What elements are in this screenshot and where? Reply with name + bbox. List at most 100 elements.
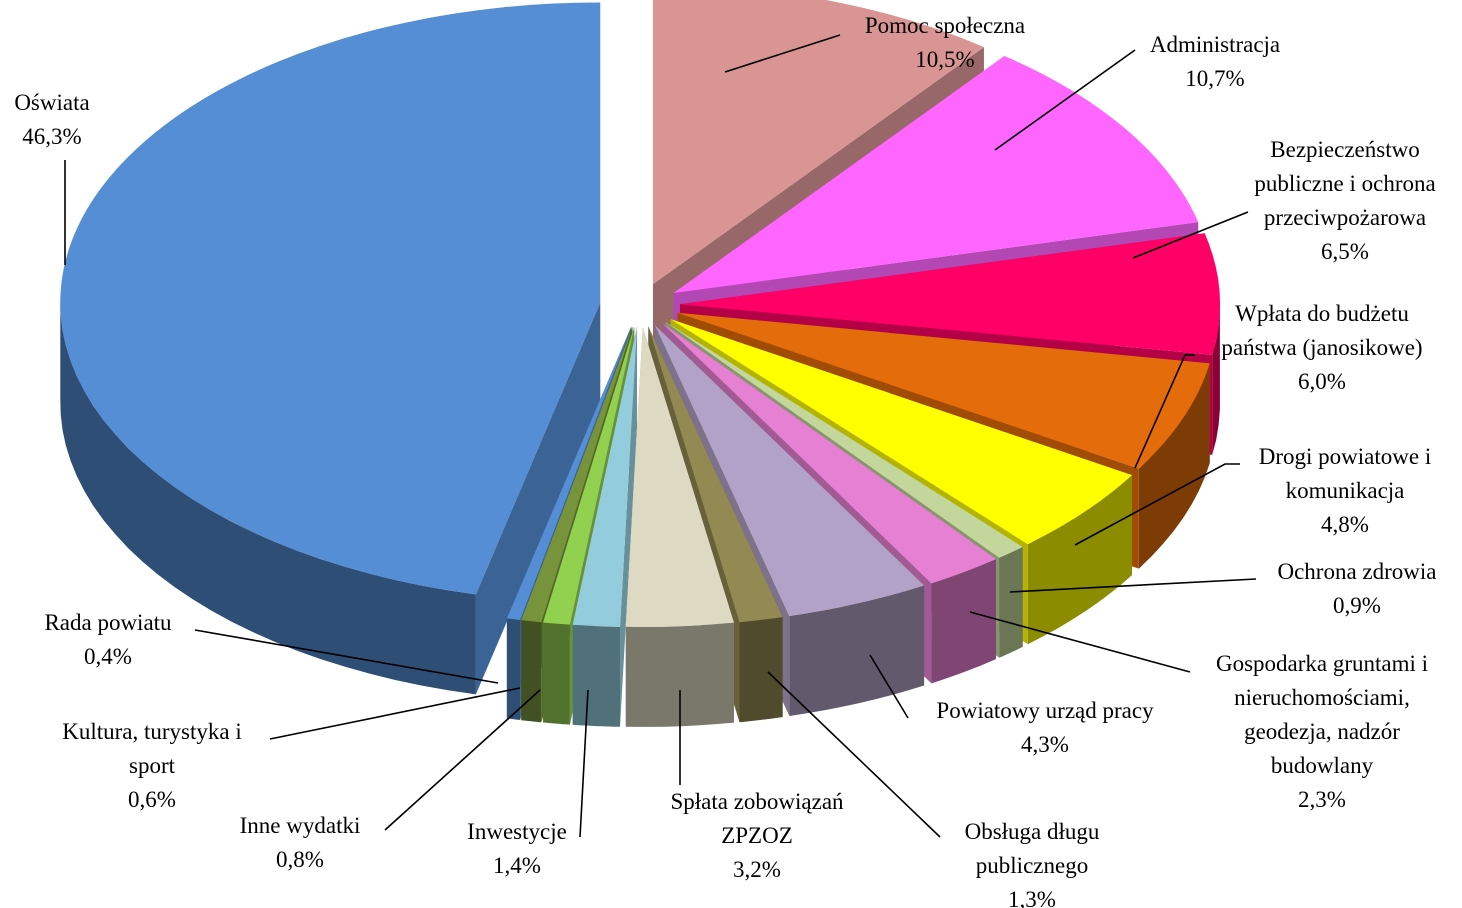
slice-name: komunikacja (1286, 478, 1405, 503)
slice-name: ZPZOZ (721, 823, 793, 848)
slice-name: sport (129, 753, 176, 778)
leader-line-administracja (994, 49, 1136, 151)
slice-name: publicznego (976, 853, 1088, 878)
slice-name: Spłata zobowiązań (670, 789, 844, 814)
slice-name: Oświata (14, 90, 89, 115)
slice-label-kultura-turystyka-i-sport: Kultura, turystyka i sport 0,6% (62, 719, 242, 812)
slice-top (60, 2, 601, 595)
slice-name: Obsługa długu (965, 819, 1100, 844)
slice-name: Wpłata do budżetu (1235, 301, 1409, 326)
slice-value: 1,3% (1008, 887, 1056, 908)
slice-name: Rada powiatu (44, 610, 172, 635)
slice-name: budowlany (1271, 753, 1374, 778)
slice-label-obsluga-dlugu-publicznego: Obsługa długu publicznego 1,3% (965, 819, 1100, 908)
slice-top (677, 312, 1210, 469)
slice-top (655, 325, 925, 616)
slice-top (572, 326, 637, 627)
slice-value: 10,7% (1185, 66, 1244, 91)
slice-side (789, 585, 925, 716)
slice-name: przeciwpożarowa (1264, 205, 1426, 230)
slice-label-gospodarka-gruntami-i-nieruchomosciami-geodezja-nadzor-budowlany: Gospodarka gruntami i nieruchomościami, ge… (1216, 651, 1428, 812)
slice-side (521, 620, 542, 723)
slice-label-wplata-do-budzetu-panstwa-janosikowe: Wpłata do budżetu państwa (janosikowe) 6,0… (1221, 301, 1422, 394)
leader-line-obsluga-dlugu-publicznego (767, 671, 941, 838)
slice-name: państwa (janosikowe) (1221, 335, 1422, 360)
slice-wall (475, 302, 601, 695)
slice-value: 6,5% (1321, 239, 1369, 264)
label-leader-lines (64, 34, 1257, 838)
slice-label-bezpieczenstwo-publiczne-i-ochrona-przeciwpozarowa: Bezpieczeństwo publiczne i ochrona przeciw… (1254, 137, 1435, 264)
slice-top (543, 326, 635, 625)
slice-top (665, 321, 1023, 558)
pie-slices (60, 0, 1220, 727)
slice-side (572, 624, 620, 727)
slice-value: 1,4% (493, 853, 541, 878)
slice-side (1138, 363, 1210, 569)
slice-name: Gospodarka gruntami i (1216, 651, 1428, 676)
leader-line-bezpieczenstwo-publiczne-i-ochrona-przeciwpozarowa (1132, 211, 1249, 259)
slice-top (673, 55, 1199, 294)
slice-top (670, 319, 1132, 545)
slice-side (506, 618, 521, 720)
leader-line-rada-powiatu (194, 629, 499, 684)
slice-side (60, 298, 476, 695)
slice-label-pomoc-spoleczna: Pomoc społeczna 10,5% (865, 13, 1025, 72)
leader-line-inwestycje (579, 689, 589, 838)
slice-name: geodezja, nadzór (1244, 719, 1400, 744)
slice-name: Drogi powiatowe i (1259, 444, 1431, 469)
slice-side (739, 617, 783, 723)
slice-side (999, 546, 1023, 658)
slice-value: 46,3% (22, 124, 81, 149)
slice-label-ochrona-zdrowia: Ochrona zdrowia 0,9% (1277, 559, 1436, 618)
slice-name: publiczne i ochrona (1254, 171, 1435, 196)
slice-value: 4,3% (1021, 732, 1069, 757)
slice-name: Ochrona zdrowia (1277, 559, 1436, 584)
slice-value: 0,8% (276, 847, 324, 872)
slice-top (625, 326, 734, 627)
slice-name: Kultura, turystyka i (62, 719, 242, 744)
slice-value: 0,9% (1333, 593, 1381, 618)
slice-top (521, 326, 633, 623)
slice-label-powiatowy-urzad-pracy: Powiatowy urząd pracy 4,3% (936, 698, 1154, 757)
leader-line-ochrona-zdrowia (1009, 578, 1257, 593)
slice-top (662, 323, 997, 584)
leader-line-drogi-powiatowe-i-komunikacja (1074, 463, 1240, 546)
slice-value: 0,4% (84, 644, 132, 669)
slice-label-rada-powiatu: Rada powiatu 0,4% (44, 610, 172, 669)
leader-line-powiatowy-urzad-pracy (869, 654, 909, 719)
slice-value: 2,3% (1298, 787, 1346, 812)
slice-value: 4,8% (1321, 512, 1369, 537)
slice-top (506, 326, 632, 621)
slice-label-administracja: Administracja 10,7% (1150, 32, 1280, 91)
leader-line-kultura-turystyka-i-sport (269, 687, 521, 740)
leader-line-gospodarka-gruntami-i-nieruchomosciami-geodezja-nadzor-budowlany (969, 611, 1191, 673)
slice-side (1212, 309, 1220, 455)
slice-name: Administracja (1150, 32, 1280, 57)
slice-top (679, 233, 1220, 355)
slice-label-oswiata: Oświata 46,3% (14, 90, 89, 149)
slice-name: nieruchomościami, (1234, 685, 1410, 710)
slice-top (652, 0, 984, 285)
slice-value: 3,2% (733, 857, 781, 882)
pie-slice-oswiata (60, 2, 601, 695)
slice-label-inwestycje: Inwestycje 1,4% (467, 819, 567, 878)
slice-value: 0,6% (128, 787, 176, 812)
slice-side (625, 622, 734, 727)
slice-side (543, 622, 570, 725)
leader-line-pomoc-spoleczna (724, 34, 841, 73)
slice-value: 6,0% (1298, 369, 1346, 394)
pie-slice-splata-zobowiazan-zpzoz (625, 326, 734, 727)
leader-line-wplata-do-budzetu-panstwa-janosikowe (1134, 354, 1195, 469)
slice-side (1027, 475, 1132, 645)
slice-label-splata-zobowiazan-zpzoz: Spłata zobowiązań ZPZOZ 3,2% (670, 789, 844, 882)
slice-value: 10,5% (915, 47, 974, 72)
leader-line-inne-wydatki (384, 689, 541, 831)
slice-top (648, 326, 783, 623)
slice-name: Bezpieczeństwo (1270, 137, 1419, 162)
slice-name: Pomoc społeczna (865, 13, 1025, 38)
slice-labels: Pomoc społeczna 10,5% Administracja 10,7% Be… (14, 13, 1436, 908)
slice-name: Powiatowy urząd pracy (936, 698, 1154, 723)
slice-name: Inne wydatki (240, 813, 361, 838)
slice-label-drogi-powiatowe-i-komunikacja: Drogi powiatowe i komunikacja 4,8% (1259, 444, 1431, 537)
